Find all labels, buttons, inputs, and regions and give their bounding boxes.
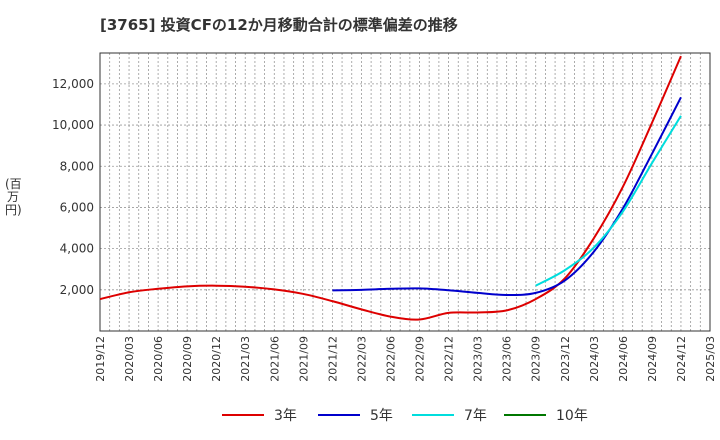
- x-tick-label: 2021/09: [297, 336, 310, 382]
- y-axis-label: (百万円): [5, 177, 22, 217]
- x-tick-label: 2022/03: [355, 336, 368, 382]
- x-tick-label: 2021/12: [326, 336, 339, 382]
- x-tick-label: 2021/06: [268, 336, 281, 382]
- y-tick-label: 2,000: [60, 283, 94, 297]
- legend-swatch: [222, 414, 264, 416]
- x-tick-label: 2025/03: [704, 336, 717, 382]
- x-tick-label: 2023/12: [559, 336, 572, 382]
- series-lines: [99, 55, 682, 321]
- legend-label: 10年: [556, 408, 588, 424]
- x-tick-label: 2023/09: [530, 336, 543, 382]
- x-tick-label: 2024/09: [646, 336, 659, 382]
- y-tick-label: 8,000: [60, 159, 94, 173]
- series-line-1: [332, 96, 682, 296]
- legend-item: 10年: [504, 404, 588, 426]
- grid: [100, 53, 710, 331]
- x-tick-label: 2022/12: [443, 336, 456, 382]
- legend-label: 5年: [370, 408, 393, 424]
- legend-label: 3年: [274, 408, 297, 424]
- legend-swatch: [412, 414, 454, 416]
- x-tick-label: 2019/12: [94, 336, 107, 382]
- y-tick-label: 6,000: [60, 200, 94, 214]
- x-tick-label: 2021/03: [239, 336, 252, 382]
- legend-swatch: [504, 414, 546, 416]
- y-tick-label: 12,000: [52, 77, 94, 91]
- x-tick-label: 2020/09: [181, 336, 194, 382]
- legend-item: 5年: [318, 404, 393, 426]
- tick-labels: 2,000 4,000 6,000 8,000 10,000 12,000 2019/12 2…: [52, 77, 717, 382]
- x-tick-label: 2020/03: [123, 336, 136, 382]
- y-tick-label: 4,000: [60, 242, 94, 256]
- x-tick-label: 2023/06: [501, 336, 514, 382]
- x-tick-label: 2020/12: [210, 336, 223, 382]
- plot-frame: [99, 52, 711, 332]
- x-tick-label: 2024/12: [675, 336, 688, 382]
- x-tick-label: 2022/09: [414, 336, 427, 382]
- x-tick-label: 2022/06: [384, 336, 397, 382]
- x-tick-label: 2024/03: [588, 336, 601, 382]
- legend-swatch: [318, 414, 360, 416]
- series-line-0: [99, 55, 682, 321]
- x-tick-label: 2023/03: [472, 336, 485, 382]
- legend: 3年 5年 7年 10年: [0, 404, 720, 428]
- series-line-2: [535, 115, 682, 287]
- y-tick-label: 10,000: [52, 118, 94, 132]
- legend-item: 3年: [222, 404, 297, 426]
- x-tick-label: 2024/06: [617, 336, 630, 382]
- legend-item: 7年: [412, 404, 487, 426]
- chart-title: [3765] 投資CFの12か月移動合計の標準偏差の推移: [100, 16, 458, 34]
- legend-label: 7年: [464, 408, 487, 424]
- x-tick-label: 2020/06: [152, 336, 165, 382]
